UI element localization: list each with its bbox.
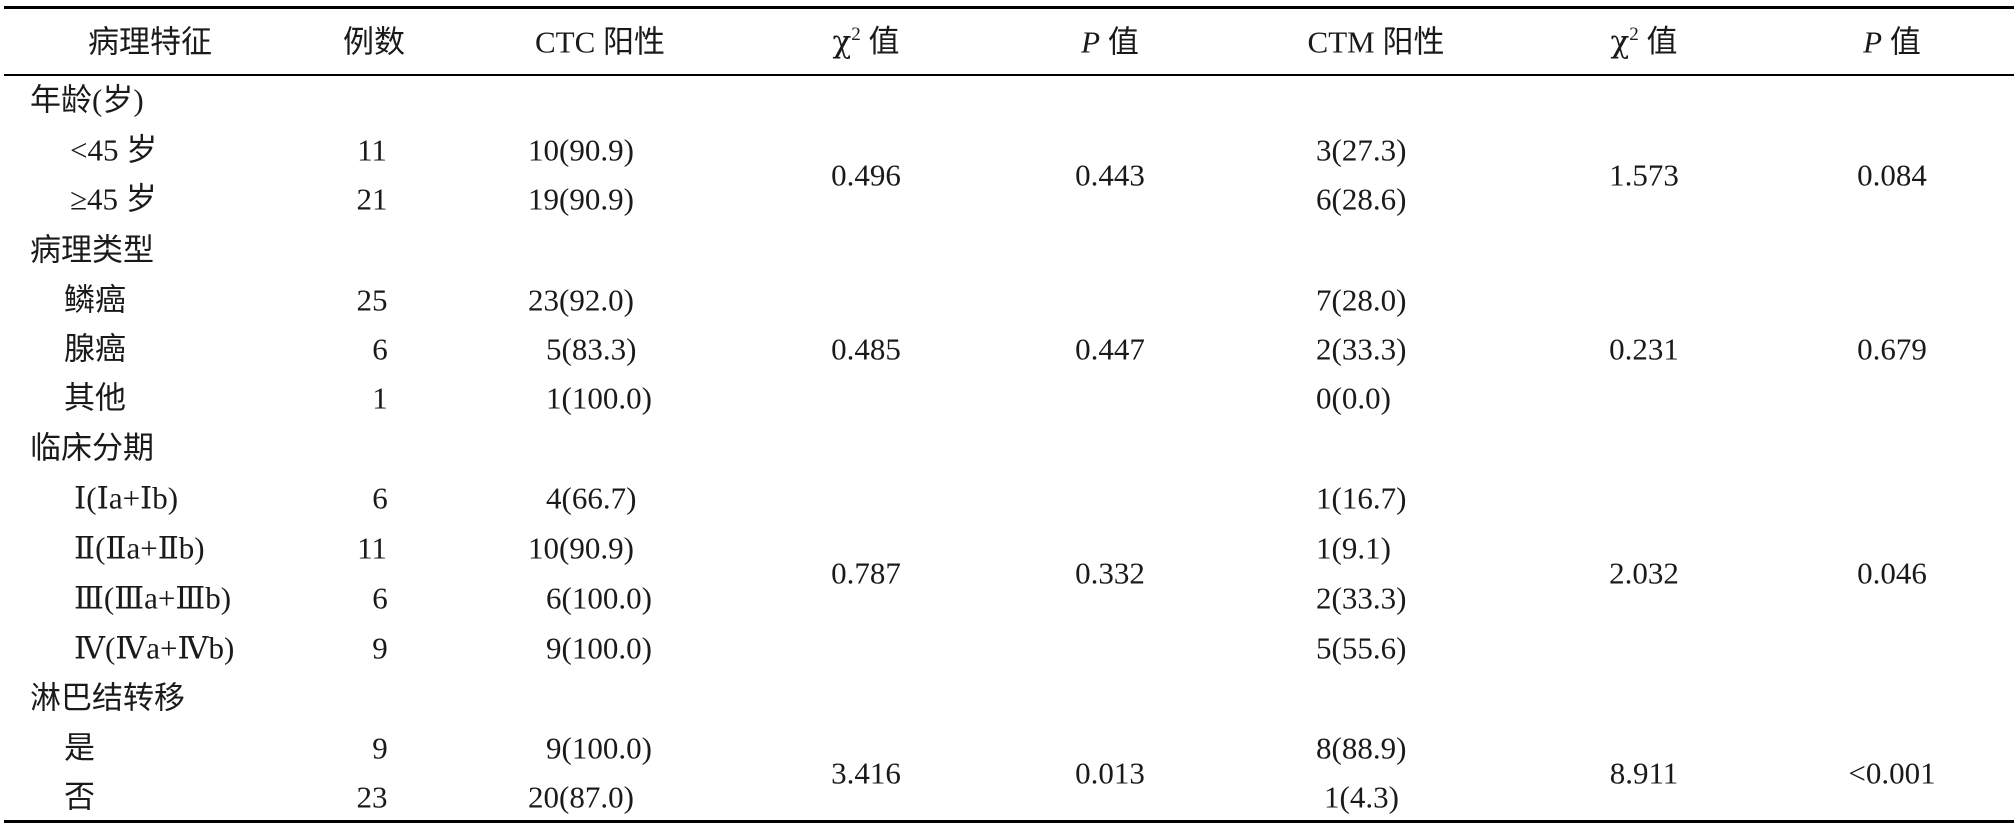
chi-superscript: 2 [1629, 24, 1639, 45]
row-ctc-positive: 10(90.9) [528, 132, 634, 168]
row-count: 21 [356, 181, 388, 217]
ctc-p-value: 0.443 [1075, 157, 1145, 193]
group-title-clinical-stage: 临床分期 [30, 430, 154, 466]
row-ctc-positive: 20(87.0) [528, 779, 634, 815]
row-ctm-positive: 1(4.3) [1324, 779, 1399, 815]
ctm-p-value: 0.084 [1857, 157, 1927, 193]
header-ctm-positive: CTM 阳性 [1307, 24, 1445, 60]
ctc-p-value: 0.447 [1075, 331, 1145, 367]
ctm-chi-value: 2.032 [1609, 555, 1679, 591]
chi-symbol: χ [1610, 24, 1630, 60]
row-ctc-positive: 1(100.0) [546, 380, 652, 416]
row-count: 11 [357, 530, 387, 566]
row-ctm-positive: 1(16.7) [1316, 480, 1407, 516]
ctm-chi-value: 8.911 [1609, 755, 1679, 791]
ctc-chi-value: 0.787 [831, 555, 901, 591]
row-ctm-positive: 3(27.3) [1316, 132, 1407, 168]
row-label: ≥45 岁 [70, 181, 157, 217]
row-count: 9 [372, 630, 388, 666]
ctm-p-value: 0.679 [1857, 331, 1927, 367]
row-label: 否 [64, 779, 95, 815]
ctc-p-value: 0.013 [1075, 755, 1145, 791]
header-ctc-p-value: P 值 [1081, 27, 1139, 58]
row-count: 11 [357, 132, 387, 168]
p-suffix: 值 [1100, 24, 1139, 60]
row-ctc-positive: 6(100.0) [546, 580, 652, 616]
p-symbol: P [1081, 24, 1101, 60]
row-ctm-positive: 0(0.0) [1316, 380, 1391, 416]
chi-suffix: 值 [1638, 24, 1678, 59]
row-label: 是 [64, 730, 95, 766]
p-symbol: P [1863, 24, 1883, 60]
chi-superscript: 2 [851, 24, 861, 45]
ctm-chi-value: 1.573 [1609, 157, 1679, 193]
row-count: 6 [372, 580, 388, 616]
row-ctm-positive: 6(28.6) [1316, 181, 1407, 217]
row-ctm-positive: 5(55.6) [1316, 630, 1407, 666]
group-title-age: 年龄(岁) [30, 82, 144, 118]
row-label: Ⅰ(Ⅰa+Ⅰb) [74, 480, 179, 516]
row-label: 鳞癌 [64, 282, 126, 318]
group-title-pathology-type: 病理类型 [30, 232, 154, 268]
row-label: 腺癌 [64, 331, 126, 367]
ctc-chi-value: 3.416 [831, 755, 901, 791]
row-ctm-positive: 7(28.0) [1316, 282, 1407, 318]
row-label: 其他 [64, 380, 126, 416]
ctm-p-value: <0.001 [1848, 755, 1936, 791]
row-label: Ⅲ(Ⅲa+Ⅲb) [74, 580, 232, 616]
row-ctm-positive: 8(88.9) [1316, 730, 1407, 766]
ctc-p-value: 0.332 [1075, 555, 1145, 591]
row-count: 9 [372, 730, 388, 766]
bottom-rule [4, 820, 2014, 823]
chi-symbol: χ [832, 24, 852, 60]
header-ctc-chi-square: χ2 值 [832, 24, 900, 60]
row-label: Ⅳ(Ⅳa+Ⅳb) [74, 630, 235, 666]
row-label: Ⅱ(Ⅱa+Ⅱb) [74, 530, 205, 566]
header-ctm-p-value: P 值 [1863, 27, 1921, 58]
row-count: 25 [356, 282, 388, 318]
row-ctc-positive: 9(100.0) [546, 630, 652, 666]
row-count: 6 [372, 480, 388, 516]
chi-suffix: 值 [860, 24, 900, 59]
ctm-p-value: 0.046 [1857, 555, 1927, 591]
header-ctc-positive: CTC 阳性 [534, 24, 666, 60]
top-rule [4, 6, 2014, 9]
row-ctc-positive: 9(100.0) [546, 730, 652, 766]
row-ctc-positive: 5(83.3) [546, 331, 637, 367]
row-count: 1 [372, 380, 388, 416]
group-title-lymph-node: 淋巴结转移 [30, 680, 185, 716]
row-ctm-positive: 2(33.3) [1316, 331, 1407, 367]
ctm-chi-value: 0.231 [1609, 331, 1679, 367]
row-ctc-positive: 10(90.9) [528, 530, 634, 566]
row-count: 23 [356, 779, 388, 815]
row-count: 6 [372, 331, 388, 367]
header-count: 例数 [343, 24, 405, 60]
ctc-chi-value: 0.485 [831, 331, 901, 367]
row-ctm-positive: 2(33.3) [1316, 580, 1407, 616]
row-ctc-positive: 4(66.7) [546, 480, 637, 516]
row-ctm-positive: 1(9.1) [1316, 530, 1391, 566]
ctc-chi-value: 0.496 [831, 157, 901, 193]
row-label: <45 岁 [70, 132, 158, 168]
row-ctc-positive: 19(90.9) [528, 181, 634, 217]
p-suffix: 值 [1882, 24, 1921, 60]
header-ctm-chi-square: χ2 值 [1610, 24, 1678, 60]
header-feature: 病理特征 [88, 24, 212, 60]
header-rule [4, 74, 2014, 76]
row-ctc-positive: 23(92.0) [528, 282, 634, 318]
